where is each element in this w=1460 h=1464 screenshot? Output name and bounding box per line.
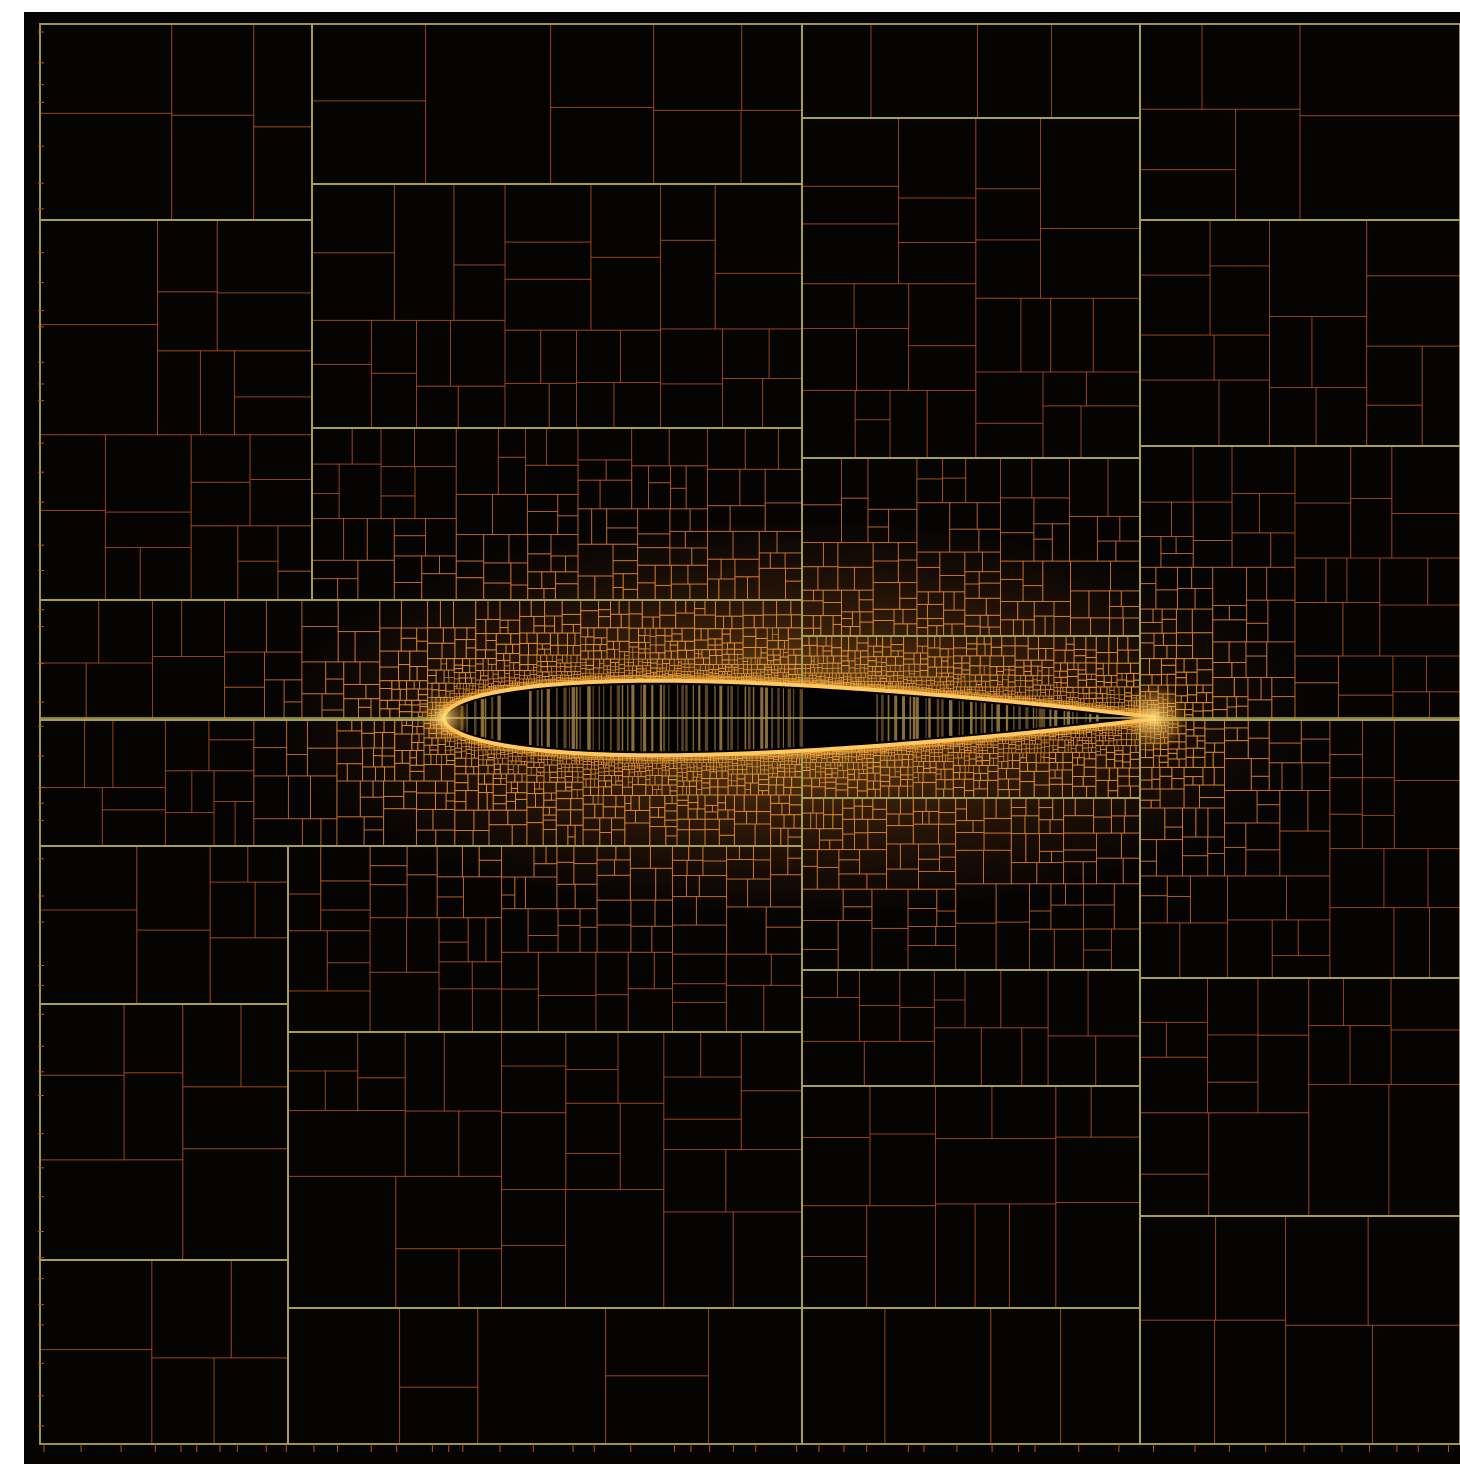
mesh-figure xyxy=(24,12,1460,1464)
quadtree-mesh-canvas xyxy=(24,12,1460,1464)
